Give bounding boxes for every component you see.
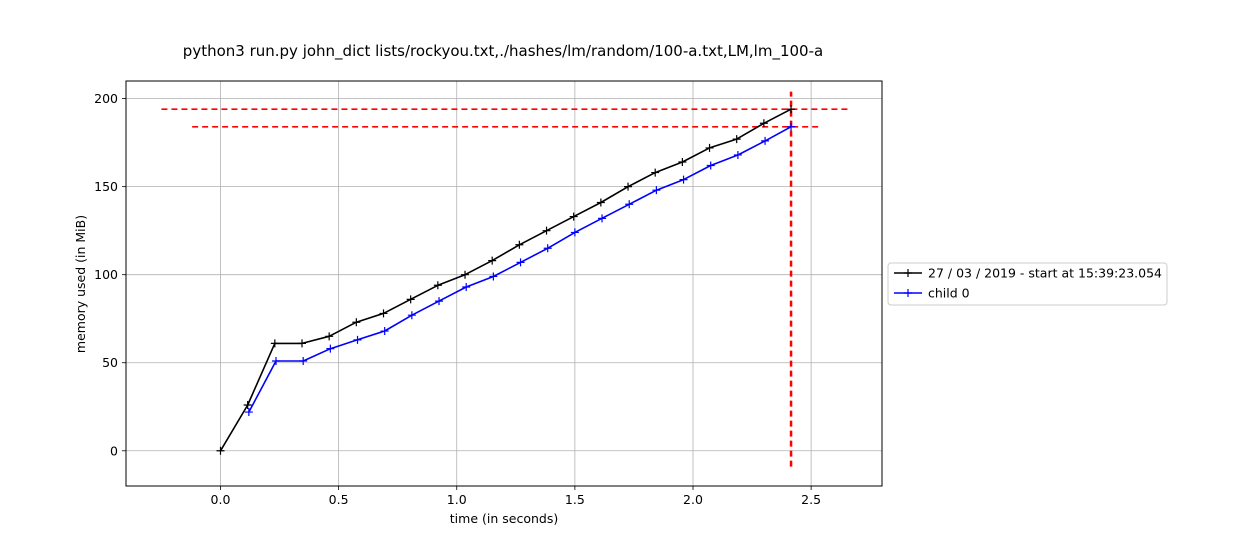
plot-frame — [125, 80, 883, 487]
data-point-marker — [272, 356, 281, 365]
y-tick-label: 0 — [110, 443, 118, 458]
y-axis-label: memory used (in MiB) — [73, 215, 88, 353]
data-point-marker — [652, 186, 661, 195]
chart-title: python3 run.py john_dict lists/rockyou.t… — [183, 42, 823, 61]
data-point-marker — [244, 408, 253, 417]
x-tick-label: 1.5 — [565, 492, 585, 507]
data-point-marker — [679, 175, 688, 184]
x-tick-label: 1.0 — [447, 492, 467, 507]
data-point-marker — [733, 150, 742, 159]
data-point-marker — [380, 327, 389, 336]
data-point-marker — [489, 272, 498, 281]
data-point-marker — [542, 226, 551, 235]
data-point-marker — [570, 228, 579, 237]
data-point-marker — [326, 344, 335, 353]
legend-box — [887, 262, 1168, 306]
y-tick-label: 100 — [94, 267, 118, 282]
data-point-marker — [516, 258, 525, 267]
legend-marker-total — [904, 269, 912, 277]
x-tick-label: 0.0 — [211, 492, 231, 507]
y-tick-label: 150 — [94, 179, 118, 194]
data-point-marker — [732, 135, 741, 144]
data-point-marker — [787, 105, 796, 114]
data-point-marker — [515, 240, 524, 249]
data-point-marker — [435, 297, 444, 306]
data-point-marker — [407, 311, 416, 320]
data-point-marker — [569, 212, 578, 221]
data-point-marker — [543, 244, 552, 253]
grid — [126, 81, 882, 486]
y-axis-ticks: 0 50 100 150 200 — [94, 91, 126, 458]
data-point-marker — [759, 119, 768, 128]
data-point-marker — [761, 136, 770, 145]
data-point-marker — [787, 122, 796, 131]
data-point-marker — [625, 200, 634, 209]
data-point-marker — [270, 339, 279, 348]
data-point-marker — [488, 256, 497, 265]
data-point-marker — [706, 161, 715, 170]
x-tick-label: 2.5 — [801, 492, 821, 507]
data-point-marker — [462, 283, 471, 292]
x-axis-ticks: 0.0 0.5 1.0 1.5 2.0 2.5 — [211, 486, 821, 507]
data-point-marker — [461, 270, 470, 279]
data-point-marker — [705, 143, 714, 152]
data-point-marker — [624, 182, 633, 191]
data-point-marker — [353, 335, 362, 344]
x-tick-label: 0.5 — [329, 492, 349, 507]
data-point-marker — [433, 281, 442, 290]
legend: 27 / 03 / 2019 - start at 15:39:23.054 c… — [887, 262, 1168, 306]
data-point-marker — [325, 332, 334, 341]
reference-lines — [161, 91, 852, 467]
data-point-marker — [678, 158, 687, 166]
data-point-marker — [379, 309, 388, 318]
series-line-1 — [248, 126, 792, 413]
legend-label-total: 27 / 03 / 2019 - start at 15:39:23.054 — [928, 266, 1162, 281]
series-line-0 — [219, 108, 792, 452]
y-tick-label: 50 — [102, 355, 118, 370]
data-point-marker — [298, 339, 307, 348]
data-point-marker — [598, 214, 607, 223]
x-tick-label: 2.0 — [683, 492, 703, 507]
y-tick-label: 200 — [94, 91, 118, 106]
data-point-marker — [216, 446, 225, 455]
series-group — [216, 105, 796, 455]
data-point-marker — [651, 168, 660, 177]
data-point-marker — [596, 198, 605, 207]
data-point-marker — [299, 356, 308, 365]
data-point-marker — [243, 401, 252, 409]
data-point-marker — [352, 318, 361, 327]
legend-marker-child — [904, 289, 912, 297]
legend-label-child: child 0 — [928, 286, 970, 301]
x-axis-label: time (in seconds) — [450, 511, 558, 526]
data-point-marker — [406, 295, 415, 304]
